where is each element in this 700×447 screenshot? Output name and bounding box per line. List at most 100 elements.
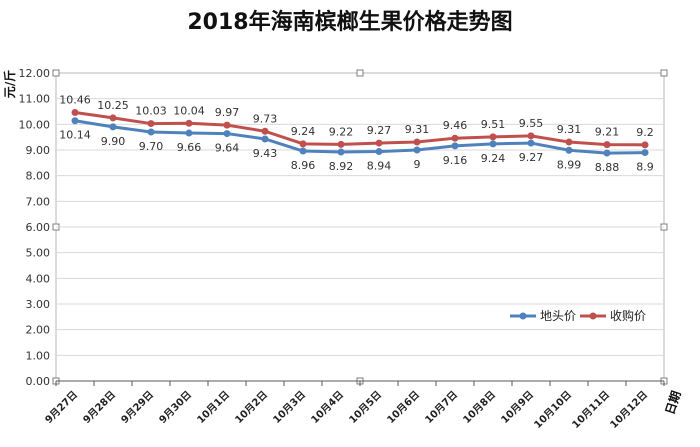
legend-label-收购价: 收购价	[610, 308, 646, 323]
data-point-地头价[interactable]	[337, 148, 345, 156]
y-tick-label: 9.00	[26, 144, 51, 157]
series-lines	[71, 109, 649, 157]
y-tick-label: 11.00	[19, 93, 51, 106]
data-point-地头价[interactable]	[413, 146, 421, 154]
y-tick-label: 0.00	[26, 375, 51, 388]
data-point-地头价[interactable]	[109, 123, 117, 131]
data-point-地头价[interactable]	[223, 130, 231, 138]
data-point-地头价[interactable]	[565, 146, 573, 154]
data-point-收购价[interactable]	[565, 138, 573, 146]
data-point-收购价[interactable]	[337, 140, 345, 148]
data-label-地头价: 9.64	[215, 142, 240, 155]
y-tick-label: 4.00	[26, 272, 51, 285]
data-label-地头价: 9	[414, 158, 421, 171]
data-point-地头价[interactable]	[261, 135, 269, 143]
chart-title: 2018年海南槟榔生果价格走势图	[187, 9, 512, 35]
y-tick-label: 7.00	[26, 195, 51, 208]
y-tick-label: 12.00	[19, 67, 51, 80]
data-label-收购价: 10.46	[59, 94, 91, 107]
y-tick-label: 6.00	[26, 221, 51, 234]
data-point-地头价[interactable]	[489, 140, 497, 148]
data-point-地头价[interactable]	[185, 129, 193, 137]
data-label-地头价: 9.66	[177, 141, 202, 154]
data-label-地头价: 9.24	[481, 152, 506, 165]
y-tick-label: 3.00	[26, 298, 51, 311]
data-label-收购价: 9.31	[557, 123, 582, 136]
x-tick-label: 10月12日	[608, 389, 650, 431]
data-label-收购价: 9.2	[636, 126, 654, 139]
data-point-收购价[interactable]	[71, 109, 79, 117]
x-tick-label: 10月4日	[309, 389, 346, 426]
y-axis-ticks: 0.00 1.00 2.00 3.00 4.00 5.00 6.00 7.00 8.00 9.00…	[19, 67, 51, 388]
data-label-收购价: 9.55	[519, 117, 544, 130]
data-label-地头价: 9.16	[443, 154, 468, 167]
data-point-地头价[interactable]	[375, 148, 383, 156]
legend[interactable]: 地头价 收购价	[510, 308, 646, 323]
x-tick-label: 10月7日	[423, 389, 460, 426]
data-label-地头价: 9.27	[519, 151, 544, 164]
data-point-地头价[interactable]	[641, 149, 649, 157]
data-label-地头价: 8.94	[367, 160, 392, 173]
data-label-地头价: 8.96	[291, 159, 316, 172]
data-label-地头价: 10.14	[59, 129, 91, 142]
data-point-收购价[interactable]	[527, 132, 535, 140]
data-point-收购价[interactable]	[451, 134, 459, 142]
data-point-收购价[interactable]	[223, 121, 231, 129]
y-tick-label: 5.00	[26, 247, 51, 260]
data-point-收购价[interactable]	[375, 139, 383, 147]
x-axis-title: 日期	[662, 389, 684, 416]
x-tick-label: 10月10日	[532, 389, 574, 431]
data-label-收购价: 9.27	[367, 124, 392, 137]
data-labels: 10.14 9.90 9.70 9.66 9.64 9.43 8.96 8.92 8.94 9 9.…	[59, 94, 654, 175]
data-point-收购价[interactable]	[603, 141, 611, 149]
data-point-地头价[interactable]	[527, 139, 535, 147]
data-point-地头价[interactable]	[71, 117, 79, 125]
y-tick-label: 1.00	[26, 349, 51, 362]
data-label-收购价: 9.46	[443, 119, 468, 132]
data-point-地头价[interactable]	[147, 128, 155, 136]
y-tick-label: 10.00	[19, 118, 51, 131]
data-label-地头价: 9.90	[101, 135, 126, 148]
data-label-收购价: 9.97	[215, 106, 240, 119]
x-tick-label: 10月2日	[233, 389, 270, 426]
handle-top-left	[52, 69, 60, 77]
data-label-收购价: 9.21	[595, 126, 620, 139]
y-axis-title: 元/斤	[2, 70, 17, 98]
data-point-收购价[interactable]	[641, 141, 649, 149]
x-tick-label: 10月8日	[461, 389, 498, 426]
series-line-收购价	[74, 111, 646, 147]
data-point-收购价[interactable]	[299, 140, 307, 148]
x-tick-label: 10月9日	[499, 389, 536, 426]
data-point-地头价[interactable]	[451, 142, 459, 150]
data-point-收购价[interactable]	[147, 120, 155, 128]
data-label-收购价: 9.31	[405, 123, 430, 136]
data-label-收购价: 9.24	[291, 125, 316, 138]
handle-top-middle	[356, 69, 364, 77]
data-label-收购价: 10.04	[173, 104, 205, 117]
x-axis-ticks: 9月27日 9月28日 9月29日 9月30日 10月1日 10月2日 10月3日 10月4日…	[43, 380, 665, 431]
x-tick-label: 10月5日	[347, 389, 384, 426]
data-label-收购价: 9.22	[329, 125, 354, 138]
data-label-地头价: 8.99	[557, 158, 582, 171]
legend-marker-收购价	[589, 312, 597, 320]
data-label-地头价: 8.9	[636, 161, 654, 174]
x-tick-label: 9月29日	[119, 389, 156, 426]
legend-label-地头价: 地头价	[540, 309, 576, 323]
y-tick-label: 8.00	[26, 170, 51, 183]
data-point-收购价[interactable]	[489, 133, 497, 141]
x-tick-label: 10月6日	[385, 389, 422, 426]
data-point-收购价[interactable]	[261, 127, 269, 135]
data-point-收购价[interactable]	[185, 119, 193, 127]
data-label-收购价: 9.51	[481, 118, 506, 131]
gridlines	[56, 98, 664, 356]
data-point-收购价[interactable]	[109, 114, 117, 122]
data-label-地头价: 8.92	[329, 160, 354, 173]
data-label-地头价: 8.88	[595, 161, 620, 174]
y-tick-label: 2.00	[26, 324, 51, 337]
x-tick-label: 9月30日	[157, 389, 194, 426]
data-point-收购价[interactable]	[413, 138, 421, 146]
data-point-地头价[interactable]	[603, 149, 611, 157]
data-point-地头价[interactable]	[299, 147, 307, 155]
data-label-收购价: 10.03	[135, 105, 167, 118]
data-label-地头价: 9.70	[139, 140, 164, 153]
